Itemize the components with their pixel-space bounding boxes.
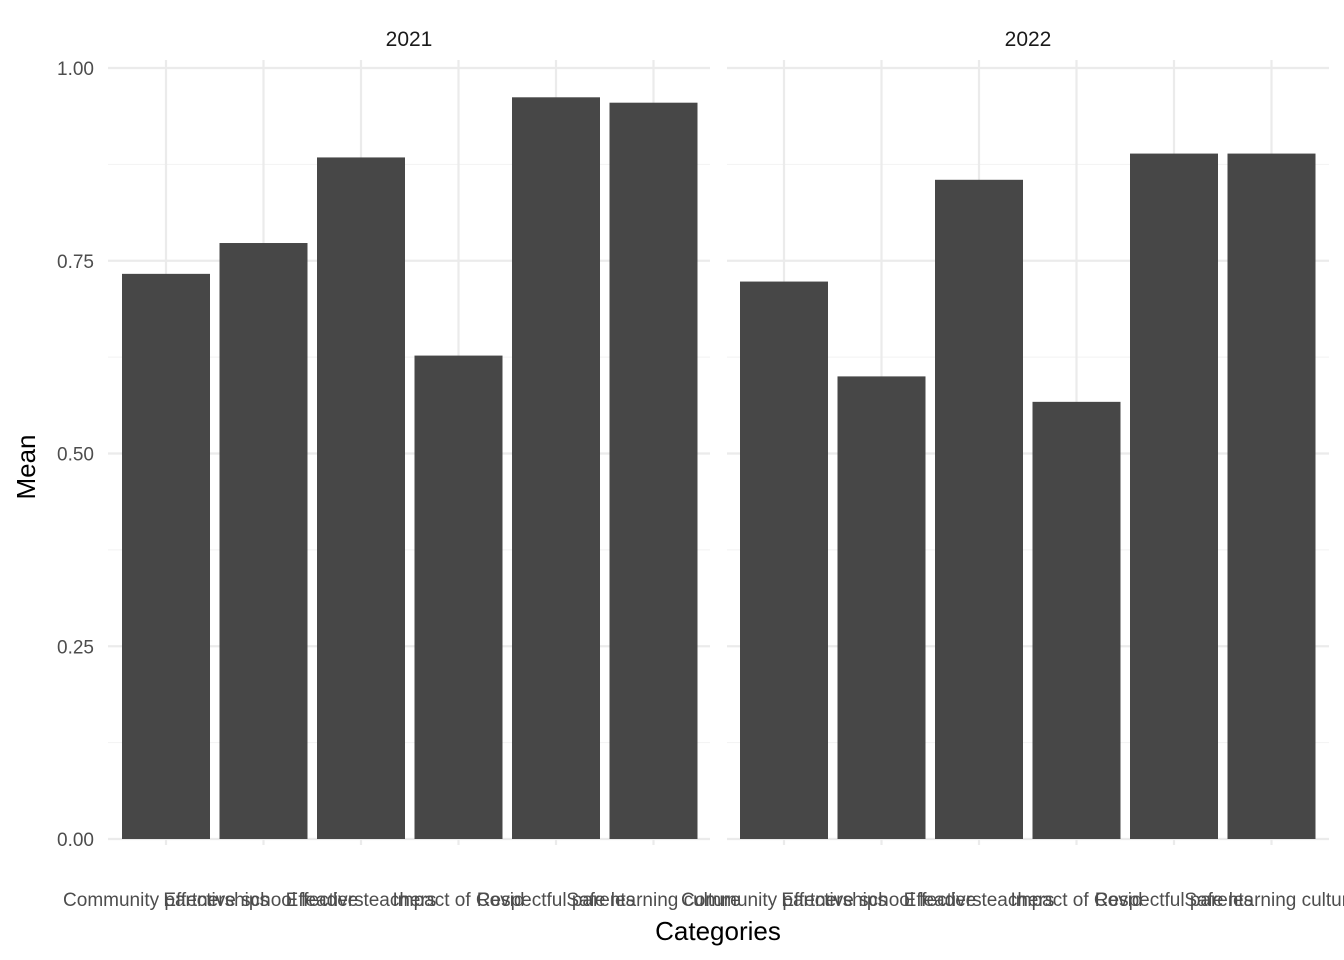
bar — [414, 355, 503, 839]
bar — [512, 97, 600, 840]
x-tick-label: Respectful parents — [477, 890, 635, 911]
facet-title: 2021 — [386, 28, 433, 51]
x-tick-label: Effective school leaders — [163, 890, 363, 911]
x-tick-label: Impact of Covid — [393, 890, 525, 911]
x-tick-label: Community partnerships — [63, 890, 269, 911]
x-tick-label: Safe learning culture — [566, 890, 740, 911]
x-tick-label: Effective teachers — [904, 890, 1055, 911]
y-tick-label: 0.50 — [57, 445, 94, 466]
y-tick-label: 0.75 — [57, 252, 94, 273]
x-tick-label: Respectful parents — [1095, 890, 1253, 911]
bar — [1032, 401, 1121, 839]
x-tick-label: Effective teachers — [286, 890, 437, 911]
x-tick-label: Safe learning culture — [1184, 890, 1344, 911]
bars-layer — [122, 97, 1316, 840]
y-tick-label: 0.00 — [57, 830, 94, 851]
y-axis-title: Mean — [11, 434, 41, 499]
y-tick-label: 0.25 — [57, 637, 94, 658]
bar — [609, 102, 698, 839]
bar — [935, 179, 1023, 840]
bar — [122, 273, 210, 839]
y-tick-label: 1.00 — [57, 59, 94, 80]
bar — [317, 157, 405, 839]
bar — [740, 281, 828, 839]
x-axis-title: Categories — [655, 916, 781, 946]
facet-title: 2022 — [1005, 28, 1052, 51]
x-tick-label: Impact of Covid — [1011, 890, 1143, 911]
bar — [1227, 153, 1316, 839]
x-tick-label: Effective school leaders — [781, 890, 981, 911]
bar — [1130, 153, 1218, 839]
x-tick-label: Community partnerships — [681, 890, 887, 911]
bar — [219, 243, 308, 840]
bar — [837, 376, 926, 839]
